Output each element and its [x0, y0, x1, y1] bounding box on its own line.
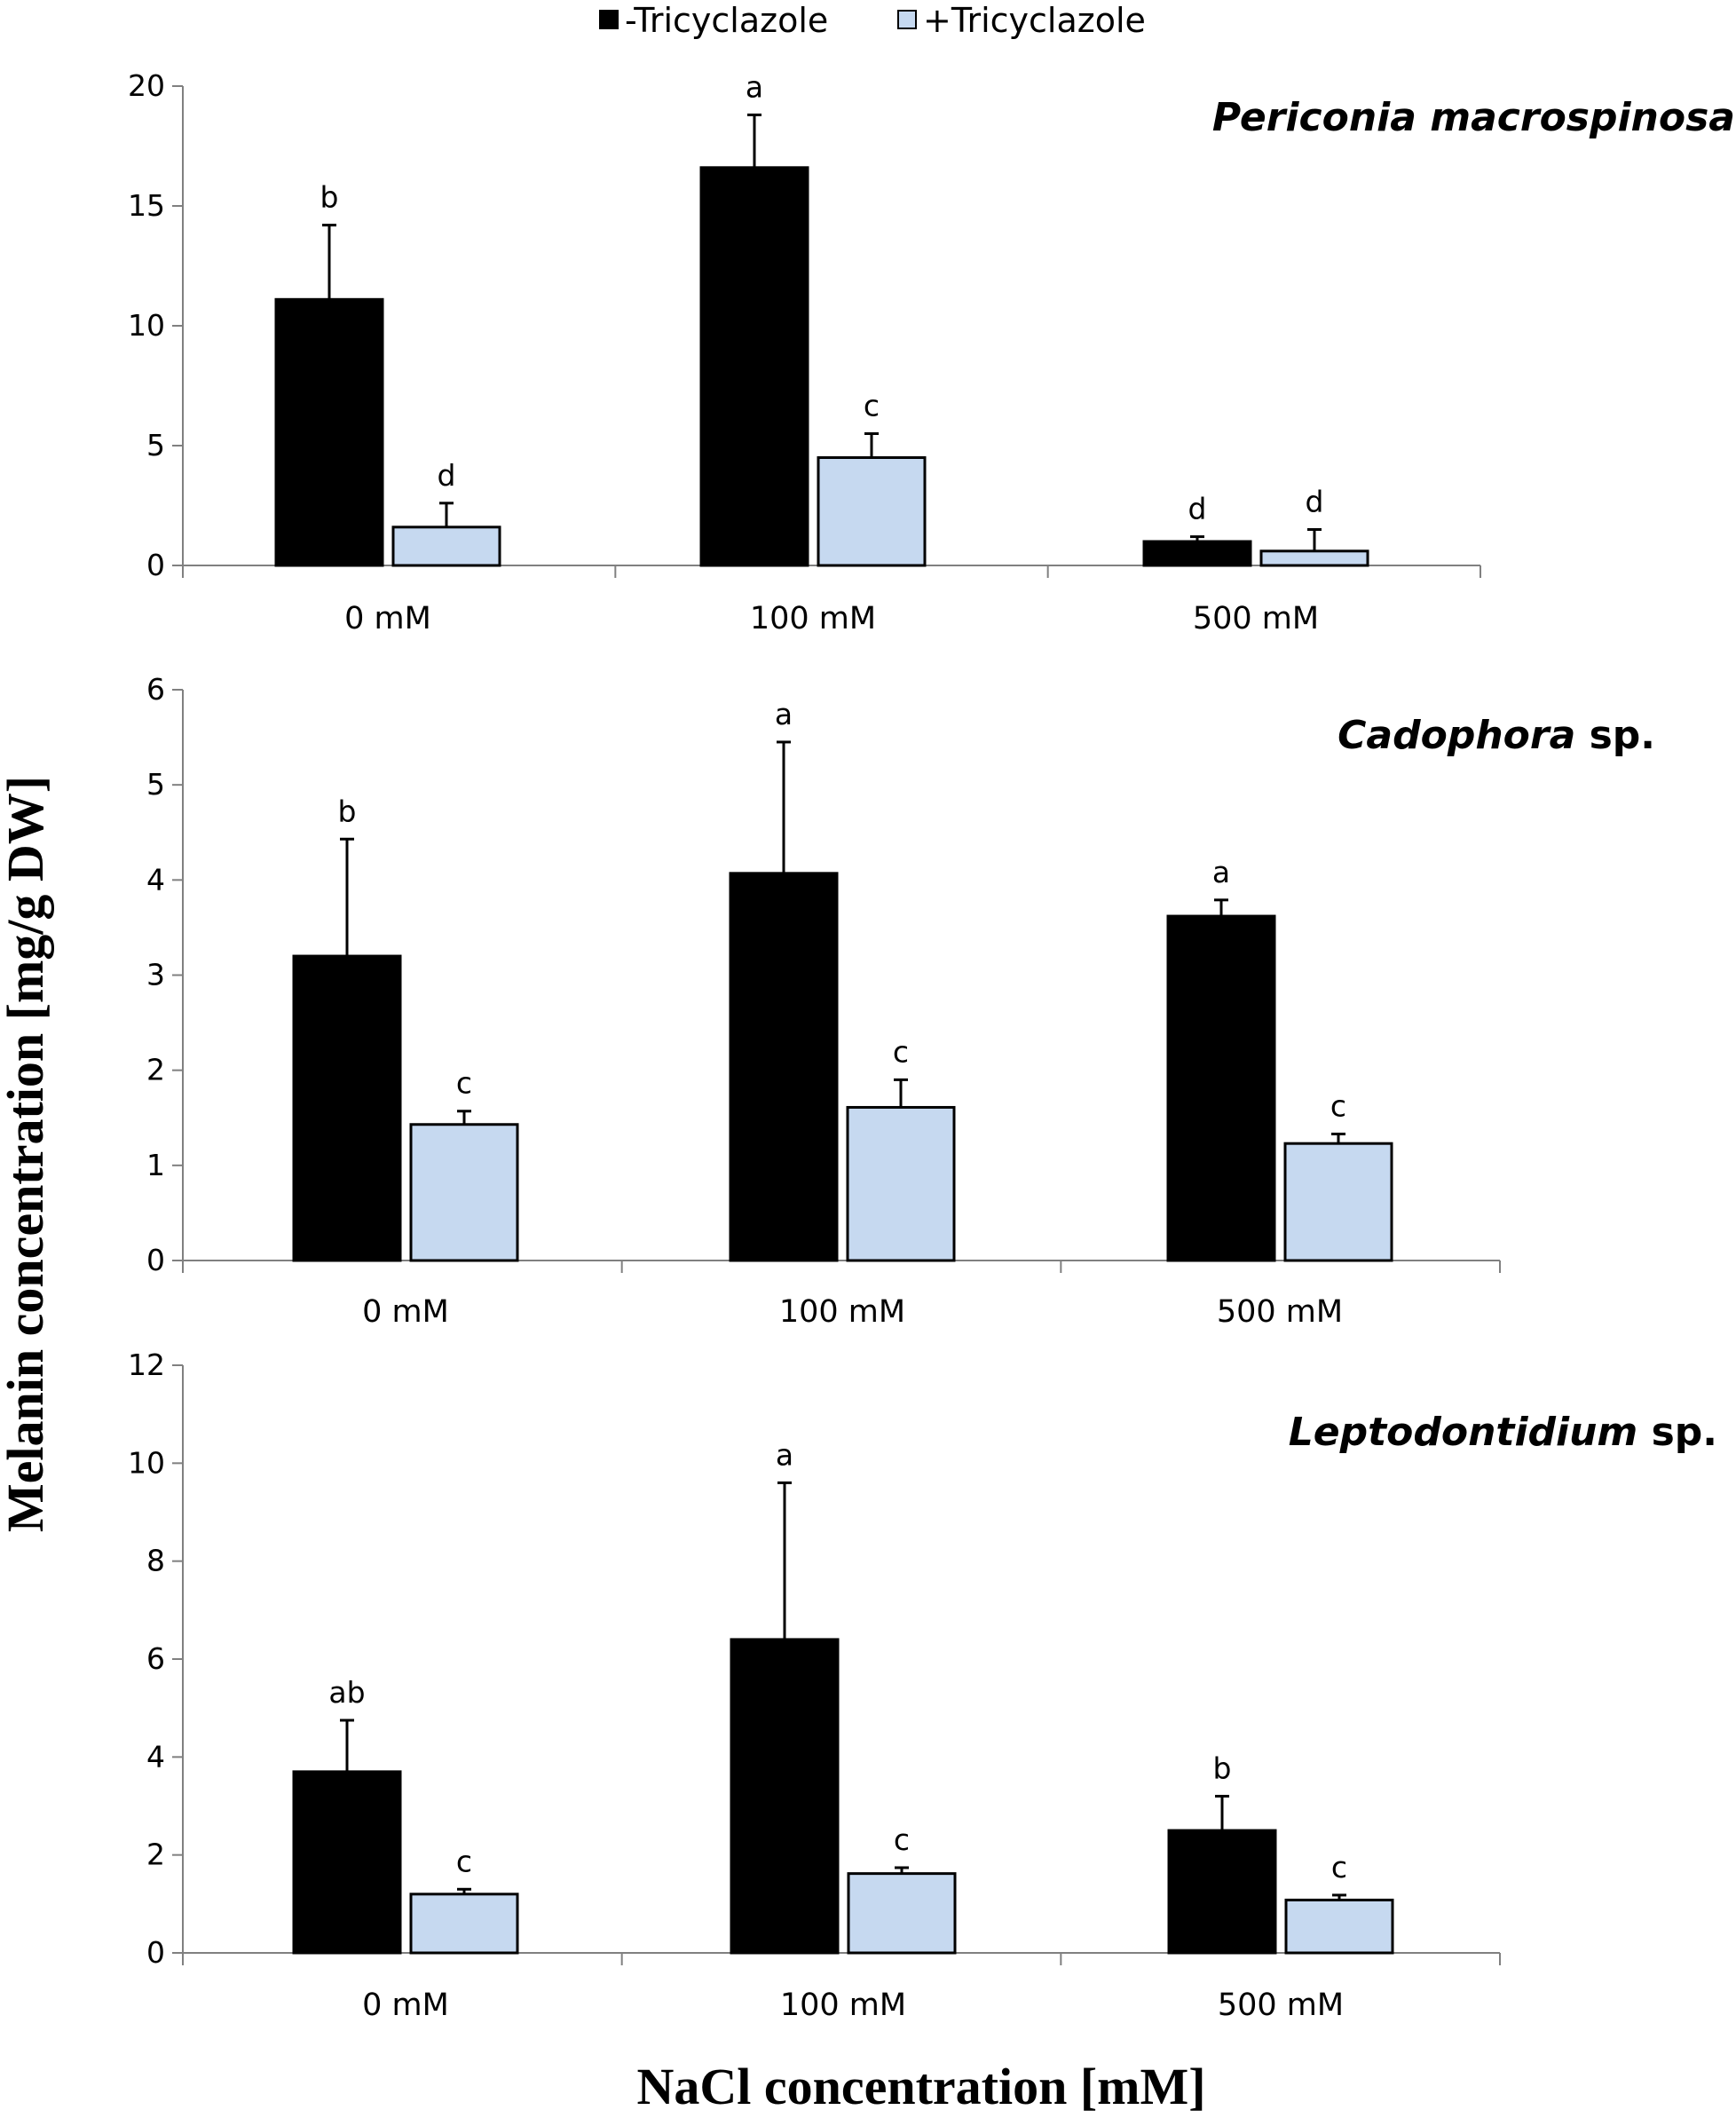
chart-panel-1: 0 5 10 15 20 b d 0 mM a c 100 mM d d 500 mM Periconia …: [128, 68, 1735, 636]
y-tick-label: 12: [128, 1347, 165, 1382]
bar-minus-tricyclazole: [729, 872, 839, 1262]
x-category-label: 100 mM: [750, 601, 876, 636]
significance-letter: b: [1213, 1751, 1232, 1785]
x-category-label: 500 mM: [1193, 601, 1319, 636]
legend-label-minus: -Tricyclazole: [625, 1, 828, 40]
significance-letter: a: [775, 697, 793, 731]
legend-label-plus: +Tricyclazole: [923, 1, 1146, 40]
bar-minus-tricyclazole: [699, 166, 809, 567]
significance-letter: c: [456, 1844, 472, 1878]
y-tick-label: 4: [146, 1739, 165, 1774]
bar-plus-tricyclazole: [1284, 1898, 1394, 1955]
bar-minus-tricyclazole: [292, 1770, 402, 1955]
panel-title: Leptodontidium sp.: [1289, 1410, 1717, 1455]
panel-title: Cadophora sp.: [1338, 713, 1655, 758]
bar-plus-tricyclazole: [409, 1123, 519, 1262]
bar-minus-tricyclazole: [274, 297, 384, 567]
significance-letter: d: [1188, 492, 1207, 526]
bar-plus-tricyclazole: [846, 1105, 956, 1262]
legend-swatch-minus: [599, 10, 619, 29]
y-tick-label: 6: [146, 672, 165, 707]
y-tick-label: 3: [146, 958, 165, 992]
y-tick-label: 1: [146, 1148, 165, 1182]
y-tick-label: 2: [146, 1053, 165, 1087]
y-tick-label: 0: [146, 548, 165, 582]
bar-plus-tricyclazole: [391, 526, 501, 567]
y-tick-label: 8: [146, 1544, 165, 1578]
y-tick-label: 15: [128, 188, 165, 223]
y-tick-label: 4: [146, 862, 165, 897]
significance-letter: b: [338, 794, 357, 828]
y-tick-label: 5: [146, 767, 165, 802]
x-category-label: 100 mM: [780, 1988, 906, 2023]
significance-letter: c: [1330, 1088, 1346, 1123]
chart-panel-3: 0 2 4 6 8 10 12 ab c 0 mM a c 100 mM b c 500 mM Leptodon…: [128, 1347, 1717, 2023]
significance-letter: c: [864, 389, 880, 423]
significance-letter: c: [893, 1034, 909, 1069]
significance-letter: c: [1331, 1850, 1347, 1885]
bar-minus-tricyclazole: [1166, 914, 1276, 1262]
significance-letter: a: [776, 1437, 793, 1472]
x-category-label: 0 mM: [362, 1294, 449, 1330]
bar-plus-tricyclazole: [817, 456, 927, 567]
chart-panel-2: 0 1 2 3 4 5 6 b c 0 mM a c 100 mM a c 500 mM Cadophora s…: [146, 672, 1655, 1330]
bar-plus-tricyclazole: [1283, 1142, 1393, 1262]
y-tick-label: 0: [146, 1243, 165, 1277]
y-tick-label: 6: [146, 1641, 165, 1676]
x-category-label: 0 mM: [344, 601, 431, 636]
y-tick-label: 10: [128, 1445, 165, 1480]
significance-letter: c: [456, 1066, 472, 1101]
y-tick-label: 5: [146, 428, 165, 462]
bar-plus-tricyclazole: [1259, 549, 1369, 567]
significance-letter: ab: [328, 1675, 365, 1710]
bar-plus-tricyclazole: [409, 1893, 519, 1955]
legend-swatch-plus: [897, 10, 917, 29]
significance-letter: d: [1306, 485, 1324, 519]
x-category-label: 500 mM: [1218, 1988, 1344, 2023]
bar-minus-tricyclazole: [1142, 540, 1252, 567]
legend: -Tricyclazole +Tricyclazole: [599, 1, 1146, 40]
y-axis-title: Melanin concentration [mg/g DW]: [0, 776, 54, 1532]
y-tick-label: 0: [146, 1935, 165, 1970]
significance-letter: d: [438, 458, 456, 493]
significance-letter: c: [894, 1822, 910, 1857]
x-category-label: 100 mM: [779, 1294, 905, 1330]
significance-letter: b: [320, 180, 339, 215]
y-tick-label: 10: [128, 308, 165, 343]
significance-letter: a: [746, 69, 763, 104]
x-category-label: 0 mM: [362, 1988, 449, 2023]
x-axis-title: NaCl concentration [mM]: [636, 2058, 1205, 2115]
significance-letter: a: [1212, 855, 1230, 889]
bar-minus-tricyclazole: [1167, 1829, 1277, 1955]
panel-title: Periconia macrospinosa: [1212, 95, 1735, 140]
y-tick-label: 20: [128, 68, 165, 103]
x-category-label: 500 mM: [1217, 1294, 1343, 1330]
bar-minus-tricyclazole: [730, 1638, 840, 1955]
bar-plus-tricyclazole: [847, 1872, 957, 1955]
bar-minus-tricyclazole: [292, 954, 402, 1262]
y-tick-label: 2: [146, 1837, 165, 1872]
